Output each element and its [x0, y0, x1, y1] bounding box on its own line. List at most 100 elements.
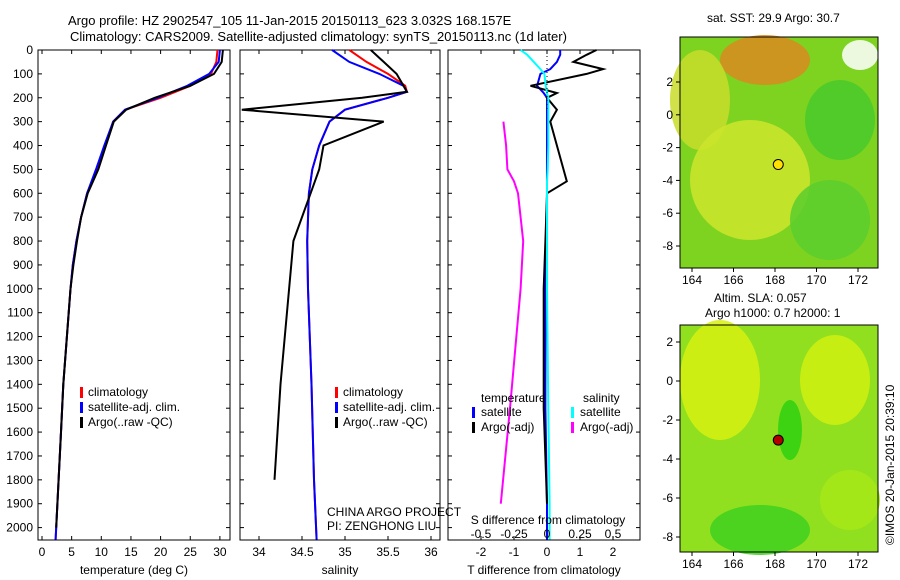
- lon-tick-label: 166: [723, 557, 743, 571]
- legend-swatch: [472, 422, 475, 433]
- x-tick-label: 34: [252, 545, 266, 559]
- depth-tick-label: 1800: [6, 473, 33, 487]
- footer-project: CHINA ARGO PROJECT: [327, 505, 462, 519]
- x-tick-label: 35.5: [376, 545, 400, 559]
- legend-label: Argo(..raw -QC): [343, 415, 428, 429]
- map1-field-patch: [790, 180, 870, 260]
- x-tick-label: -2: [476, 545, 487, 559]
- map2-title-2: Argo h1000: 0.7 h2000: 1: [705, 306, 841, 320]
- lon-tick-label: 164: [682, 557, 702, 571]
- legend-swatch: [571, 422, 574, 433]
- map1-frame: [679, 36, 879, 269]
- x-tick-label: 1: [577, 545, 584, 559]
- legend-swatch: [335, 402, 338, 413]
- series-line-satellite-adj-clim-: [306, 49, 409, 540]
- x-tick-label: 34.5: [290, 545, 314, 559]
- depth-tick-label: 2000: [6, 521, 33, 535]
- x-tick-label: 0: [544, 545, 551, 559]
- x-tick-label: 35: [338, 545, 352, 559]
- map1-field-patch: [720, 35, 810, 85]
- lat-tick-label: -8: [662, 239, 673, 253]
- depth-tick-label: 800: [13, 234, 33, 248]
- depth-tick-label: 100: [13, 67, 33, 81]
- x-tick-label: 2: [610, 545, 617, 559]
- series-line-satellite-adj-clim-: [54, 49, 221, 540]
- depth-tick-label: 1700: [6, 449, 33, 463]
- map2-field-patch: [680, 320, 760, 440]
- x-tick-label: 36: [424, 545, 438, 559]
- x2-axis-label: S difference from climatology: [471, 513, 626, 527]
- x-tick-label: 10: [95, 545, 109, 559]
- x2-tick-label: 0.25: [568, 527, 592, 541]
- lat-tick-label: 0: [666, 108, 673, 122]
- panel-1-frame: [37, 49, 231, 541]
- lon-tick-label: 166: [723, 273, 743, 287]
- depth-tick-label: 1000: [6, 282, 33, 296]
- panel-2-frame: [239, 49, 441, 541]
- map1-field-patch: [842, 40, 878, 70]
- x2-tick-label: -0.25: [500, 527, 528, 541]
- depth-tick-label: 1500: [6, 401, 33, 415]
- lat-tick-label: 2: [666, 335, 673, 349]
- depth-tick-label: 900: [13, 258, 33, 272]
- series-line-climatology: [54, 49, 219, 540]
- legend-label: satellite: [580, 405, 621, 419]
- x-axis-label: T difference from climatology: [467, 563, 621, 577]
- series-line-argo-raw-qc-: [55, 49, 224, 528]
- map2-field-patch: [710, 505, 810, 555]
- x-tick-label: 0: [39, 545, 46, 559]
- map2-field-patch: [820, 470, 880, 530]
- map2-argo-location-marker: [772, 434, 784, 446]
- depth-tick-label: 1300: [6, 353, 33, 367]
- legend-swatch: [335, 387, 338, 398]
- legend-title-salinity: salinity: [583, 391, 620, 405]
- legend-label: climatology: [88, 385, 148, 399]
- legend-swatch: [335, 417, 338, 428]
- depth-tick-label: 1200: [6, 330, 33, 344]
- legend-label: Argo(-adj): [481, 420, 534, 434]
- lon-tick-label: 168: [765, 557, 785, 571]
- depth-tick-label: 500: [13, 162, 33, 176]
- depth-tick-label: 600: [13, 186, 33, 200]
- x-axis-label: temperature (deg C): [80, 563, 188, 577]
- legend-label: Argo(-adj): [580, 420, 633, 434]
- map1-field-patch: [690, 120, 810, 240]
- x-tick-label: 5: [68, 545, 75, 559]
- legend-label: satellite: [481, 405, 522, 419]
- series-line-climatology: [306, 49, 409, 540]
- map2-frame: [679, 324, 879, 553]
- legend-label: Argo(..raw -QC): [88, 415, 173, 429]
- series-line-t-argo-adj-: [530, 49, 607, 504]
- x-tick-label: 20: [154, 545, 168, 559]
- legend-label: climatology: [343, 385, 403, 399]
- legend-swatch: [80, 387, 83, 398]
- legend-title-temperature: temperature: [481, 391, 546, 405]
- map1-field-patch: [805, 80, 875, 160]
- depth-tick-label: 0: [26, 43, 33, 57]
- lon-tick-label: 170: [806, 273, 826, 287]
- lon-tick-label: 168: [765, 273, 785, 287]
- lat-tick-label: -6: [662, 206, 673, 220]
- lon-tick-label: 172: [848, 557, 868, 571]
- lat-tick-label: 2: [666, 75, 673, 89]
- map2-title-1: Altim. SLA: 0.057: [714, 291, 807, 305]
- series-line-s-satellite-scaled-: [520, 49, 551, 540]
- x-tick-label: 15: [124, 545, 138, 559]
- lon-tick-label: 172: [848, 273, 868, 287]
- series-line-argo-raw-qc-: [241, 49, 409, 480]
- depth-tick-label: 1600: [6, 425, 33, 439]
- lon-tick-label: 164: [682, 273, 702, 287]
- x-tick-label: 30: [213, 545, 227, 559]
- imos-stamp: ©IMOS 20-Jan-2015 20:39:10: [883, 384, 897, 545]
- legend-swatch: [80, 417, 83, 428]
- map1-field-patch: [670, 50, 730, 150]
- map2-field-patch: [800, 335, 870, 425]
- panel-3-frame: [447, 49, 641, 541]
- x-tick-label: 25: [184, 545, 198, 559]
- lat-tick-label: -8: [662, 530, 673, 544]
- depth-tick-label: 300: [13, 115, 33, 129]
- lat-tick-label: -6: [662, 491, 673, 505]
- legend-label: satellite-adj. clim.: [343, 400, 435, 414]
